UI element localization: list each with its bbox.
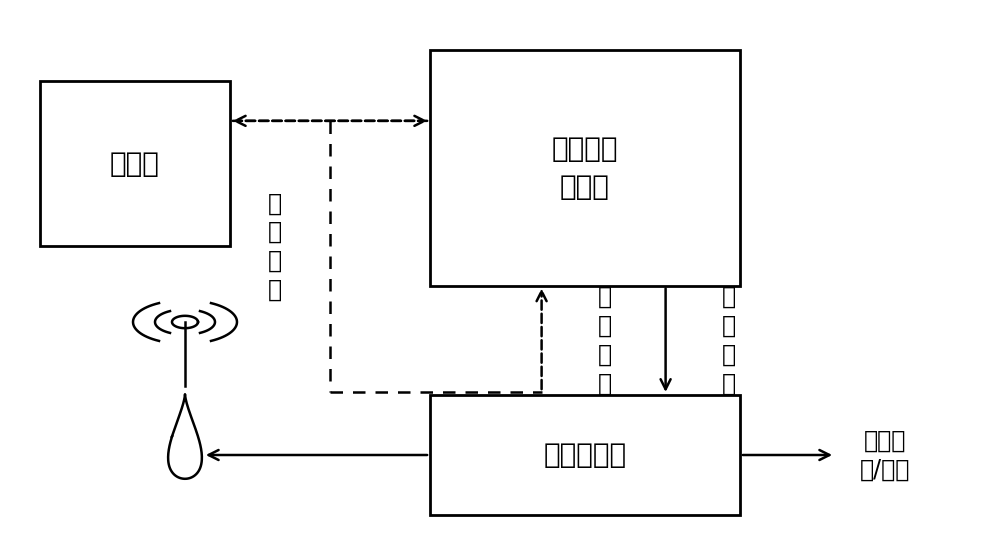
- Text: 同
步
信
号: 同 步 信 号: [268, 192, 282, 302]
- Text: 电子计算机: 电子计算机: [543, 441, 627, 469]
- Text: 爆炸源: 爆炸源: [110, 150, 160, 178]
- Text: 休
眠
信
号: 休 眠 信 号: [598, 285, 612, 395]
- Text: 采
样
数
据: 采 样 数 据: [722, 285, 736, 395]
- Bar: [430, 50, 740, 286]
- Text: 位置显
示/打印: 位置显 示/打印: [860, 428, 910, 482]
- Text: 同步地震
检波器: 同步地震 检波器: [552, 134, 618, 202]
- Bar: [40, 81, 230, 246]
- Bar: [430, 395, 740, 515]
